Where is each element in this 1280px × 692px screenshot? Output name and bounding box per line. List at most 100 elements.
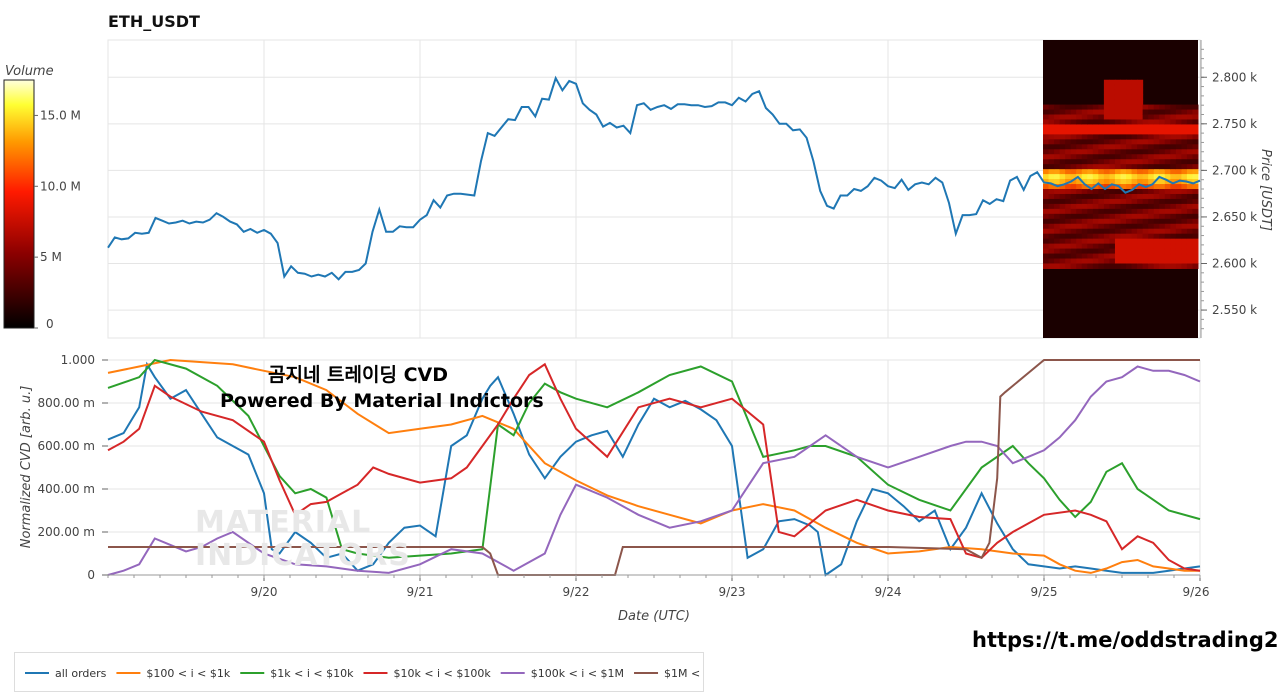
heat-cell bbox=[1103, 208, 1110, 215]
heat-cell bbox=[1092, 144, 1099, 150]
heat-cell bbox=[1048, 208, 1055, 215]
heat-cell bbox=[1054, 263, 1061, 269]
legend-label-0: all orders bbox=[55, 667, 107, 680]
heat-cell bbox=[1131, 84, 1138, 91]
heat-cell bbox=[1109, 109, 1116, 115]
heat-cell bbox=[1126, 129, 1133, 135]
heat-cell bbox=[1120, 174, 1127, 180]
heat-cell bbox=[1054, 213, 1061, 220]
heat-cell bbox=[1181, 208, 1188, 215]
heat-cell bbox=[1186, 248, 1193, 255]
heat-cell bbox=[1153, 109, 1160, 115]
heat-cell bbox=[1186, 223, 1193, 230]
heat-cell bbox=[1175, 164, 1182, 170]
heat-cell bbox=[1181, 154, 1188, 160]
heat-cell bbox=[1170, 174, 1177, 180]
heat-cell bbox=[1092, 134, 1099, 140]
heat-cell bbox=[1070, 179, 1077, 185]
heat-cell bbox=[1153, 208, 1160, 215]
heat-cell bbox=[1081, 193, 1088, 200]
cvd-y-tick-label: 400.00 m bbox=[38, 482, 96, 496]
heat-cell bbox=[1098, 119, 1105, 125]
heat-cell bbox=[1048, 164, 1055, 170]
heat-cell bbox=[1059, 144, 1066, 150]
heat-cell bbox=[1175, 263, 1182, 269]
heat-cell bbox=[1048, 119, 1055, 125]
heat-cell bbox=[1142, 159, 1149, 165]
heat-cell bbox=[1059, 139, 1066, 145]
heat-cell bbox=[1142, 129, 1149, 135]
heat-cell bbox=[1070, 213, 1077, 220]
price-axis: 2.550 k 2.600 k 2.650 k 2.700 k 2.750 k 2.800… bbox=[1200, 40, 1257, 338]
heat-cell bbox=[1087, 218, 1094, 225]
heat-cell bbox=[1120, 248, 1127, 255]
heat-cell bbox=[1120, 119, 1127, 125]
heat-cell bbox=[1043, 159, 1050, 165]
heat-cell bbox=[1059, 263, 1066, 269]
heat-cell bbox=[1087, 179, 1094, 185]
heat-cell bbox=[1076, 179, 1083, 185]
heat-cell bbox=[1170, 119, 1177, 125]
heat-cell bbox=[1164, 184, 1171, 190]
heat-cell bbox=[1142, 174, 1149, 180]
heat-cell bbox=[1164, 263, 1171, 269]
legend-label-1: $100 < i < $1k bbox=[146, 667, 230, 680]
heat-cell bbox=[1153, 104, 1160, 111]
heat-cell bbox=[1186, 213, 1193, 220]
heat-cell bbox=[1103, 159, 1110, 165]
telegram-link[interactable]: https://t.me/oddstrading2 bbox=[972, 628, 1279, 652]
heat-cell bbox=[1148, 169, 1155, 175]
heat-cell bbox=[1054, 203, 1061, 210]
heat-cell bbox=[1186, 218, 1193, 225]
heat-cell bbox=[1048, 139, 1055, 145]
heat-cell bbox=[1186, 169, 1193, 175]
heat-cell bbox=[1114, 198, 1121, 205]
heat-cell bbox=[1065, 164, 1072, 170]
heat-cell bbox=[1092, 164, 1099, 170]
heat-cell bbox=[1043, 258, 1050, 264]
heat-cell bbox=[1059, 189, 1066, 195]
heat-cell bbox=[1153, 258, 1160, 264]
heat-cell bbox=[1065, 208, 1072, 215]
heat-cell bbox=[1103, 114, 1110, 120]
heat-cell bbox=[1192, 248, 1199, 255]
heat-cell bbox=[1076, 139, 1083, 145]
heat-cell bbox=[1148, 213, 1155, 220]
heat-cell bbox=[1087, 243, 1094, 250]
heat-cell bbox=[1048, 228, 1055, 235]
heat-cell bbox=[1065, 233, 1072, 240]
heat-cell bbox=[1164, 223, 1171, 230]
heat-cell bbox=[1076, 164, 1083, 170]
heat-cell bbox=[1170, 144, 1177, 150]
heat-cell bbox=[1054, 119, 1061, 125]
heat-cell bbox=[1087, 228, 1094, 235]
heat-cell bbox=[1114, 258, 1121, 264]
heat-cell bbox=[1070, 189, 1077, 195]
heat-cell bbox=[1076, 189, 1083, 195]
heat-cell bbox=[1048, 144, 1055, 150]
heat-cell bbox=[1181, 169, 1188, 175]
heat-cell bbox=[1054, 223, 1061, 230]
heat-cell bbox=[1065, 243, 1072, 250]
heat-cell bbox=[1148, 104, 1155, 111]
volume-heatmap bbox=[1043, 40, 1199, 338]
heat-cell bbox=[1137, 124, 1144, 130]
heat-cell bbox=[1114, 84, 1121, 91]
heat-cell bbox=[1048, 179, 1055, 185]
heat-cell bbox=[1114, 154, 1121, 160]
heat-cell bbox=[1092, 233, 1099, 240]
heat-cell bbox=[1087, 154, 1094, 160]
heat-cell bbox=[1087, 248, 1094, 255]
heat-cell bbox=[1092, 129, 1099, 135]
heat-cell bbox=[1148, 263, 1155, 269]
heat-cell bbox=[1070, 228, 1077, 235]
heat-cell bbox=[1137, 243, 1144, 250]
heat-cell bbox=[1092, 109, 1099, 115]
heat-cell bbox=[1048, 109, 1055, 115]
heat-cell bbox=[1126, 184, 1133, 190]
heat-cell bbox=[1137, 179, 1144, 185]
heat-cell bbox=[1186, 159, 1193, 165]
heat-cell bbox=[1131, 189, 1138, 195]
heat-cell bbox=[1109, 139, 1116, 145]
heat-cell bbox=[1054, 238, 1061, 245]
